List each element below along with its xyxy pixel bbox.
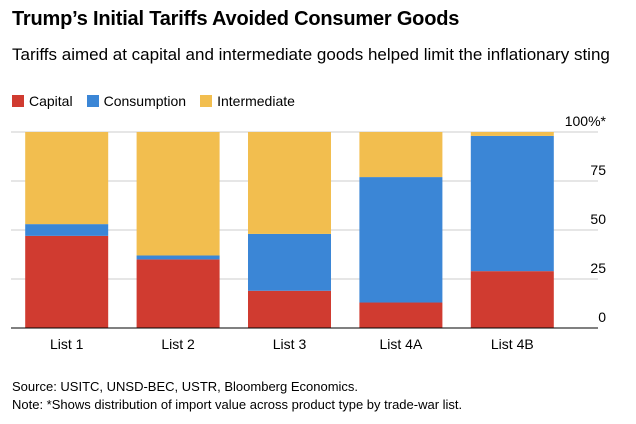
bar-segment-consumption bbox=[25, 224, 109, 236]
chart-subtitle: Tariffs aimed at capital and intermediat… bbox=[12, 45, 610, 64]
x-tick-label: List 4B bbox=[491, 336, 534, 352]
bar-segment-intermediate bbox=[25, 132, 109, 225]
x-tick-label: List 4A bbox=[379, 336, 422, 352]
legend-label-capital: Capital bbox=[29, 93, 73, 109]
y-tick-label: 25 bbox=[590, 260, 606, 276]
source-note: Source: USITC, UNSD-BEC, USTR, Bloomberg… bbox=[12, 379, 359, 394]
bar-segment-intermediate bbox=[248, 132, 331, 234]
legend-swatch-consumption bbox=[86, 95, 99, 107]
bar-segment-capital bbox=[248, 290, 331, 328]
legend-item-consumption: Consumption bbox=[86, 93, 187, 109]
bar-segment-consumption bbox=[136, 255, 220, 260]
chart-title: Trump’s Initial Tariffs Avoided Consumer… bbox=[12, 8, 460, 30]
bar-segment-capital bbox=[470, 271, 554, 328]
bar-segment-consumption bbox=[470, 135, 554, 272]
y-tick-label: 100%* bbox=[565, 113, 607, 129]
x-tick-label: List 3 bbox=[273, 336, 307, 352]
bar-segment-consumption bbox=[359, 177, 443, 303]
bar-segment-intermediate bbox=[359, 132, 443, 178]
legend-swatch-intermediate bbox=[200, 95, 213, 107]
bar-segment-capital bbox=[359, 302, 443, 328]
legend: Capital Consumption Intermediate bbox=[12, 93, 295, 109]
legend-item-intermediate: Intermediate bbox=[200, 93, 295, 109]
bar-segment-consumption bbox=[248, 233, 331, 291]
legend-item-capital: Capital bbox=[12, 93, 73, 109]
bar-segment-intermediate bbox=[470, 132, 554, 136]
footnote: Note: *Shows distribution of import valu… bbox=[12, 397, 463, 412]
legend-label-consumption: Consumption bbox=[103, 93, 187, 109]
y-tick-label: 0 bbox=[598, 309, 606, 325]
y-tick-label: 75 bbox=[590, 162, 606, 178]
y-tick-label: 50 bbox=[590, 211, 606, 227]
legend-label-intermediate: Intermediate bbox=[217, 93, 295, 109]
bar-segment-intermediate bbox=[136, 132, 220, 256]
stacked-bar-chart: 0 25 50 75 100%* List 1 List 2 List 3 List 4A Lis… bbox=[11, 113, 607, 352]
bar-segment-capital bbox=[25, 235, 109, 328]
x-tick-label: List 2 bbox=[161, 336, 195, 352]
bar-segment-capital bbox=[136, 259, 220, 328]
legend-swatch-capital bbox=[12, 95, 24, 107]
chart-footer: Source: USITC, UNSD-BEC, USTR, Bloomberg… bbox=[12, 378, 462, 414]
x-tick-label: List 1 bbox=[50, 336, 84, 352]
